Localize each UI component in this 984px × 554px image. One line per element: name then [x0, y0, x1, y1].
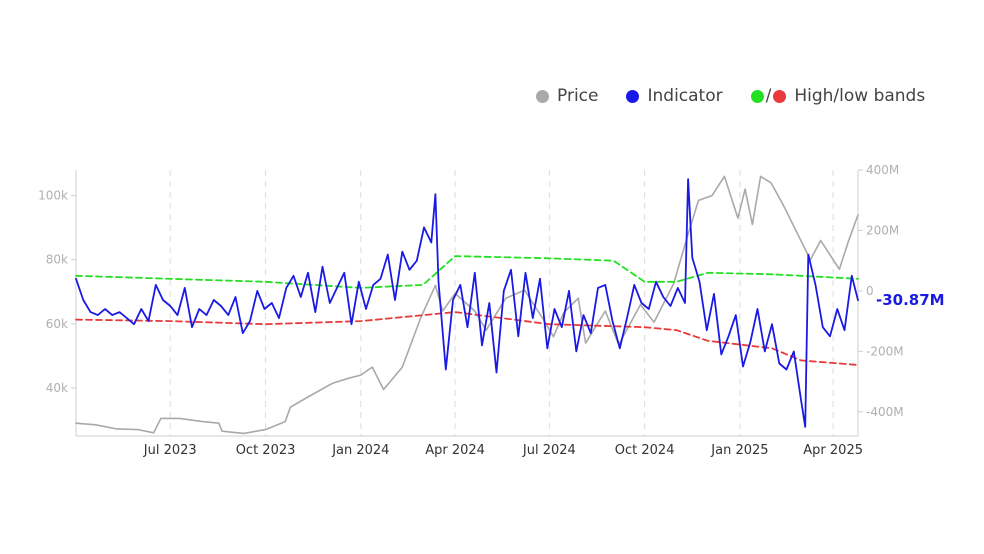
chart-legend: Price Indicator / High/low bands	[536, 86, 925, 106]
series-line-price	[75, 175, 859, 435]
right-tick-label: 200M	[866, 223, 899, 237]
x-tick-label: Jul 2023	[143, 443, 197, 458]
x-tick-label: Apr 2025	[803, 443, 863, 458]
series-line-indicator	[75, 178, 859, 428]
x-tick-label: Oct 2023	[236, 443, 296, 458]
x-tick-label: Apr 2024	[425, 443, 485, 458]
legend-item-bands[interactable]: / High/low bands	[750, 86, 926, 106]
legend-label-indicator: Indicator	[647, 86, 723, 106]
legend-label-bands: High/low bands	[794, 86, 926, 106]
x-tick-label: Jan 2025	[710, 443, 768, 458]
right-tick-label: 0	[866, 284, 874, 298]
left-tick-label: 60k	[46, 317, 68, 331]
indicator-last-value-label: -30.87M	[876, 291, 945, 309]
right-tick-label: -400M	[866, 405, 904, 419]
legend-dot-price	[536, 89, 549, 103]
series-line-high-band	[75, 255, 859, 289]
left-tick-label: 80k	[46, 253, 68, 267]
legend-label-price: Price	[557, 86, 599, 106]
right-tick-label: 400M	[866, 163, 899, 177]
legend-item-indicator[interactable]: Indicator	[626, 86, 723, 106]
x-tick-label: Jul 2024	[522, 443, 576, 458]
series-lines	[75, 175, 859, 435]
grid-lines	[169, 170, 834, 436]
x-tick-label: Oct 2024	[615, 443, 675, 458]
legend-bands-separator: /	[765, 86, 772, 106]
legend-dot-high-band	[750, 89, 764, 103]
legend-item-price[interactable]: Price	[536, 86, 598, 106]
axis-labels: Jul 2023 Oct 2023 Jan 2024 Apr 2024 Jul 2024…	[38, 163, 944, 458]
right-tick-label: -200M	[866, 344, 904, 358]
left-tick-label: 100k	[38, 189, 68, 203]
x-tick-label: Jan 2024	[331, 443, 389, 458]
legend-dot-low-band	[773, 89, 787, 103]
left-tick-label: 40k	[46, 381, 68, 395]
legend-dot-indicator	[626, 89, 640, 103]
